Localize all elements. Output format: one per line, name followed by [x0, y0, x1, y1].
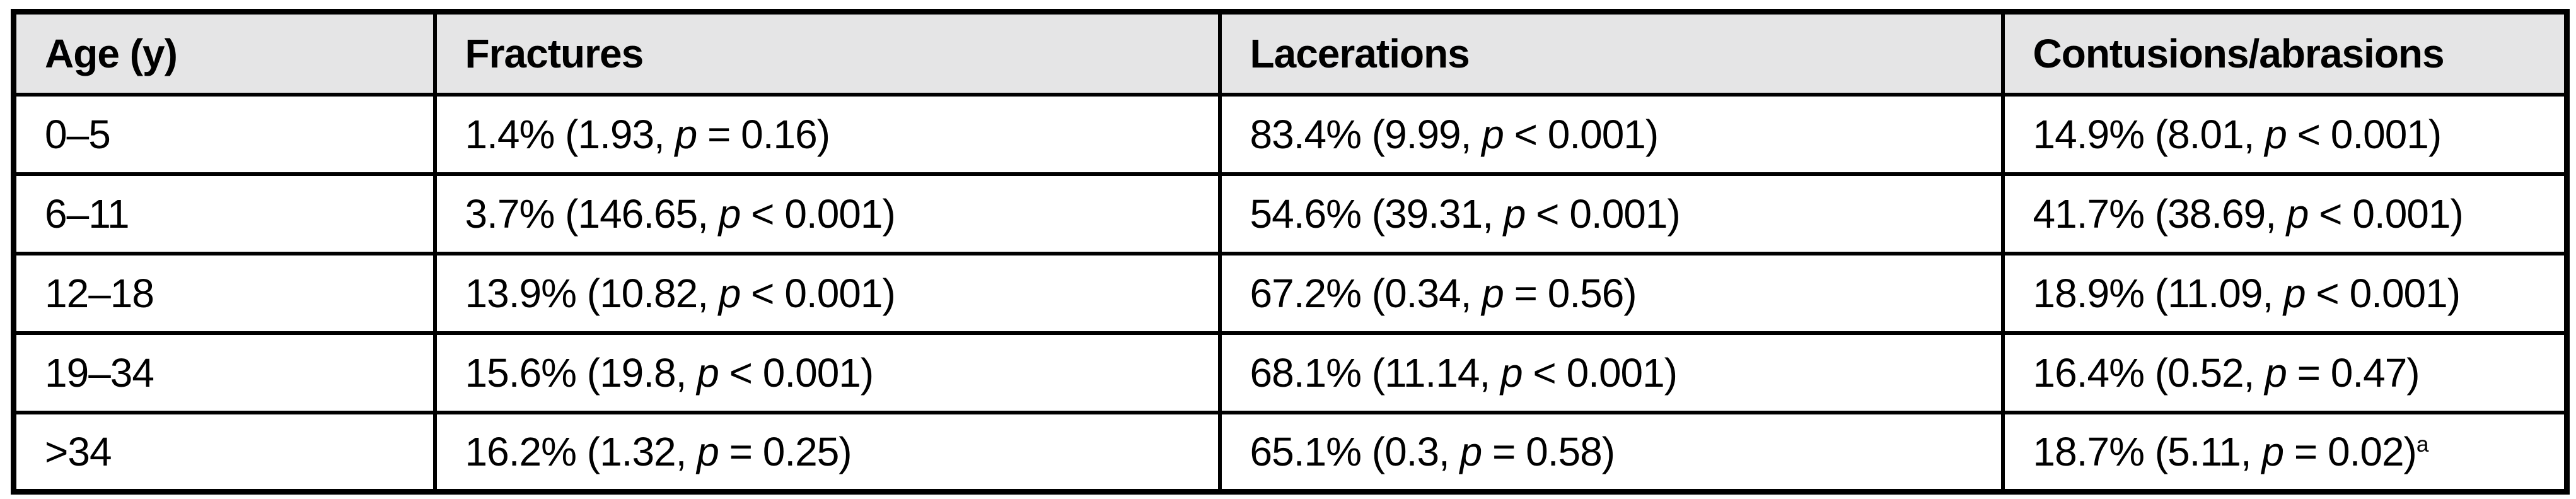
- table-row: 19–34 15.6% (19.8, p < 0.001) 68.1% (11.14…: [11, 331, 2569, 414]
- header-row: Age (y) Fractures Lacerations Contusions/ab…: [11, 9, 2569, 97]
- cell-text-pre: 54.6% (39.31,: [1250, 191, 1504, 237]
- cell-text-pre: 14.9% (8.01,: [2033, 111, 2265, 157]
- age-cell: 19–34: [11, 331, 437, 414]
- p-value-symbol: p: [718, 270, 741, 316]
- cell-text-post: < 0.001): [1503, 111, 1659, 157]
- cell-text-post: < 0.001): [1525, 191, 1681, 237]
- cell-text-post: = 0.02): [2283, 428, 2417, 474]
- cell-text-post: = 0.58): [1482, 428, 1615, 474]
- cell-text-pre: 18.7% (5.11,: [2033, 428, 2262, 474]
- cell-text-pre: 68.1% (11.14,: [1250, 349, 1501, 396]
- value-cell-lacerations: 83.4% (9.99, p < 0.001): [1217, 92, 2005, 176]
- value-cell-contusions: 16.4% (0.52, p = 0.47): [2000, 331, 2569, 414]
- value-cell-contusions: 18.9% (11.09, p < 0.001): [2000, 251, 2569, 335]
- p-value-symbol: p: [718, 191, 741, 237]
- age-cell: >34: [11, 410, 437, 494]
- cell-text-post: < 0.001): [740, 270, 896, 316]
- age-cell: 6–11: [11, 172, 437, 255]
- cell-text-post: < 0.001): [718, 349, 874, 396]
- p-value-symbol: p: [2286, 191, 2309, 237]
- value-cell-contusions: 14.9% (8.01, p < 0.001): [2000, 92, 2569, 176]
- cell-text-post: = 0.47): [2286, 349, 2420, 396]
- p-value-symbol: p: [1482, 270, 1504, 316]
- p-value-symbol: p: [1482, 111, 1504, 157]
- cell-text-post: < 0.001): [2308, 191, 2464, 237]
- cell-text-post: < 0.001): [1522, 349, 1678, 396]
- cell-text-pre: 83.4% (9.99,: [1250, 111, 1482, 157]
- value-cell-lacerations: 68.1% (11.14, p < 0.001): [1217, 331, 2005, 414]
- cell-text-pre: 65.1% (0.3,: [1250, 428, 1460, 474]
- p-value-symbol: p: [2265, 349, 2287, 396]
- age-injury-table: Age (y) Fractures Lacerations Contusions/ab…: [11, 9, 2570, 495]
- table-row: 12–18 13.9% (10.82, p < 0.001) 67.2% (0.34…: [11, 251, 2569, 335]
- column-header-contusions: Contusions/abrasions: [2000, 9, 2569, 97]
- column-header-age: Age (y): [11, 9, 437, 97]
- p-value-symbol: p: [697, 428, 719, 474]
- p-value-symbol: p: [2283, 270, 2306, 316]
- cell-text-post: = 0.16): [697, 111, 830, 157]
- value-cell-lacerations: 67.2% (0.34, p = 0.56): [1217, 251, 2005, 335]
- value-cell-fractures: 15.6% (19.8, p < 0.001): [432, 331, 1222, 414]
- cell-text-pre: 1.4% (1.93,: [465, 111, 675, 157]
- column-header-fractures: Fractures: [432, 9, 1222, 97]
- cell-text-pre: 18.9% (11.09,: [2033, 270, 2284, 316]
- value-cell-lacerations: 54.6% (39.31, p < 0.001): [1217, 172, 2005, 255]
- p-value-symbol: p: [1500, 349, 1523, 396]
- p-value-symbol: p: [675, 111, 698, 157]
- table-row: 6–11 3.7% (146.65, p < 0.001) 54.6% (39.31…: [11, 172, 2569, 255]
- value-cell-fractures: 13.9% (10.82, p < 0.001): [432, 251, 1222, 335]
- cell-text-post: = 0.56): [1503, 270, 1637, 316]
- value-cell-contusions: 18.7% (5.11, p = 0.02)a: [2000, 410, 2569, 494]
- cell-text-post: < 0.001): [2286, 111, 2442, 157]
- age-cell: 0–5: [11, 92, 437, 176]
- cell-text-post: < 0.001): [2305, 270, 2461, 316]
- p-value-symbol: p: [1503, 191, 1526, 237]
- cell-text-pre: 16.4% (0.52,: [2033, 349, 2265, 396]
- cell-text-pre: 15.6% (19.8,: [465, 349, 697, 396]
- value-cell-lacerations: 65.1% (0.3, p = 0.58): [1217, 410, 2005, 494]
- p-value-symbol: p: [2265, 111, 2287, 157]
- value-cell-fractures: 16.2% (1.32, p = 0.25): [432, 410, 1222, 494]
- cell-text-pre: 67.2% (0.34,: [1250, 270, 1482, 316]
- cell-text-post: < 0.001): [740, 191, 896, 237]
- p-value-symbol: p: [2261, 428, 2284, 474]
- cell-text-pre: 41.7% (38.69,: [2033, 191, 2287, 237]
- cell-text-pre: 3.7% (146.65,: [465, 191, 719, 237]
- value-cell-fractures: 3.7% (146.65, p < 0.001): [432, 172, 1222, 255]
- cell-text-pre: 16.2% (1.32,: [465, 428, 697, 474]
- value-cell-contusions: 41.7% (38.69, p < 0.001): [2000, 172, 2569, 255]
- column-header-lacerations: Lacerations: [1217, 9, 2005, 97]
- table-body: 0–5 1.4% (1.93, p = 0.16) 83.4% (9.99, p <…: [11, 92, 2569, 494]
- p-value-symbol: p: [697, 349, 719, 396]
- age-cell: 12–18: [11, 251, 437, 335]
- cell-text-post: = 0.25): [718, 428, 852, 474]
- cell-text-pre: 13.9% (10.82,: [465, 270, 719, 316]
- table-header: Age (y) Fractures Lacerations Contusions/ab…: [11, 9, 2569, 97]
- p-value-symbol: p: [1459, 428, 1483, 474]
- value-cell-fractures: 1.4% (1.93, p = 0.16): [432, 92, 1222, 176]
- table-row: 0–5 1.4% (1.93, p = 0.16) 83.4% (9.99, p <…: [11, 92, 2569, 176]
- table-container: Age (y) Fractures Lacerations Contusions/ab…: [11, 9, 2570, 495]
- footnote-marker: a: [2416, 431, 2429, 457]
- table-row: >34 16.2% (1.32, p = 0.25) 65.1% (0.3, p =…: [11, 410, 2569, 494]
